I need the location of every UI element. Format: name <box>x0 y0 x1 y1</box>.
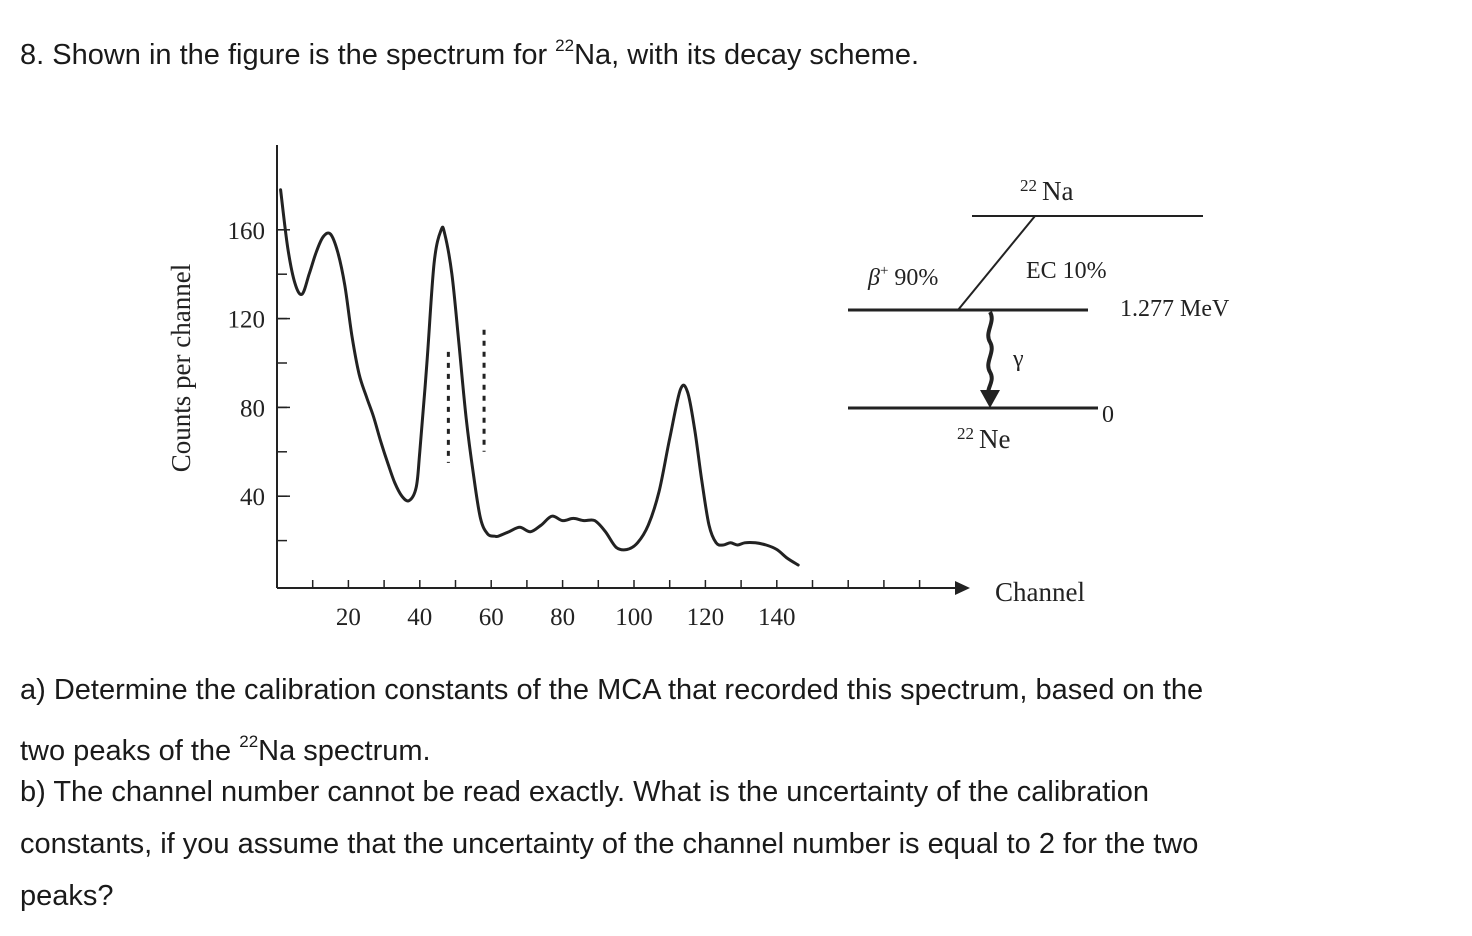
part-a-line-1: a) Determine the calibration constants o… <box>20 674 1204 706</box>
chart-axes <box>276 145 970 595</box>
excited-energy-label: 1.277 MeV <box>1120 296 1230 322</box>
y-tick-label: 160 <box>228 218 266 245</box>
x-tick-label: 80 <box>550 604 575 631</box>
parent-symbol: Na <box>1042 176 1073 206</box>
y-tick-label: 40 <box>240 484 265 511</box>
x-tick-label: 20 <box>336 604 361 631</box>
daughter-nuclide-label: 22 Ne <box>957 424 1010 454</box>
part-a: a) Determine the calibration constants o… <box>20 664 1203 777</box>
parent-nuclide-label: 22 Na <box>1020 176 1073 206</box>
spectrum-dashed-gap <box>446 329 486 463</box>
y-tick-label: 120 <box>228 307 266 334</box>
question-title: 8. Shown in the figure is the spectrum f… <box>20 26 919 75</box>
x-tick-labels: 20 40 60 80 100 120 140 <box>336 604 796 631</box>
part-a-text-before: two peaks of the <box>20 735 240 767</box>
parent-mass-number: 22 <box>1020 176 1037 195</box>
part-b-line-3: peaks? <box>20 880 114 912</box>
decay-branch-line <box>957 215 1036 311</box>
daughter-mass-number: 22 <box>957 424 974 443</box>
x-tick-label: 40 <box>407 604 432 631</box>
y-minor-ticks <box>277 229 287 542</box>
question-text-after: Na, with its decay scheme. <box>574 39 920 71</box>
isotope-mass-superscript: 22 <box>555 36 575 55</box>
gamma-wavy-arrow <box>986 310 994 398</box>
x-minor-ticks <box>311 580 921 588</box>
x-axis-arrow <box>955 581 970 595</box>
decay-scheme: 22 Na β+ 90% EC 10% 1.277 MeV γ 0 22 Ne <box>848 176 1230 454</box>
beta-percent: 90% <box>894 265 938 291</box>
ec-label: EC 10% <box>1026 258 1107 284</box>
spectrum-line <box>279 188 800 567</box>
gamma-arrowhead <box>980 390 1000 408</box>
y-tick-labels: 40 80 120 160 <box>228 218 290 511</box>
x-tick-label: 120 <box>687 604 725 631</box>
question-number: 8. <box>20 39 45 71</box>
question-text-before: Shown in the figure is the spectrum for <box>52 39 556 71</box>
part-a-text-after: Na spectrum. <box>258 735 431 767</box>
x-tick-label: 60 <box>479 604 504 631</box>
daughter-symbol: Ne <box>979 424 1010 454</box>
y-tick-label: 80 <box>240 395 265 422</box>
part-b: b) The channel number cannot be read exa… <box>20 766 1198 922</box>
x-axis-label: Channel <box>995 577 1085 607</box>
ground-energy-label: 0 <box>1102 402 1114 428</box>
x-tick-label: 100 <box>615 604 653 631</box>
spectrum-figure: 20 40 60 80 100 120 140 40 80 120 160 Channel Cou… <box>166 145 1230 631</box>
part-a-line-2: two peaks of the 22Na spectrum. <box>20 716 1203 777</box>
beta-charge: + <box>880 263 888 279</box>
x-tick-label: 140 <box>758 604 796 631</box>
gamma-label: γ <box>1012 346 1024 372</box>
part-a-superscript: 22 <box>239 732 259 751</box>
beta-symbol: β <box>867 265 880 291</box>
y-axis-label: Counts per channel <box>166 264 196 472</box>
part-b-line-2: constants, if you assume that the uncert… <box>20 828 1199 860</box>
part-b-line-1: b) The channel number cannot be read exa… <box>20 776 1149 808</box>
beta-plus-label: β+ 90% <box>867 263 938 291</box>
